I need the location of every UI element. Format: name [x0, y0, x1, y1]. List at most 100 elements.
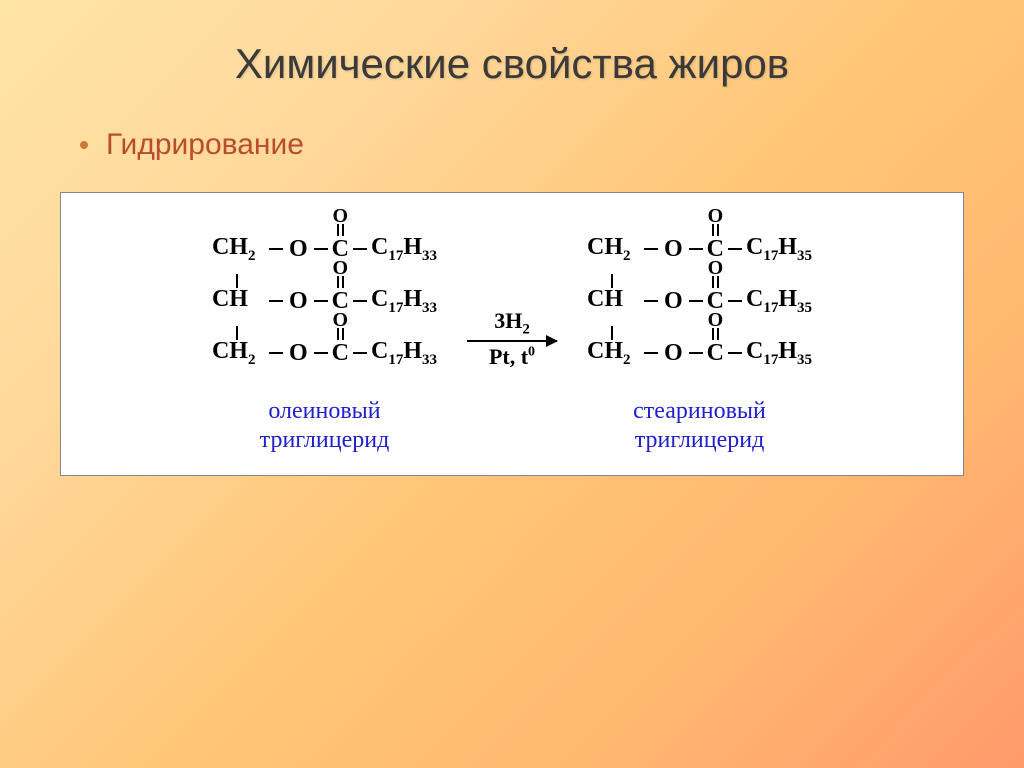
oxygen-atom: O — [664, 288, 683, 315]
bullet-row: Гидрирование — [80, 128, 974, 162]
mol-row: CH2 O O C C17H35 — [587, 223, 812, 275]
bond-icon — [269, 248, 283, 250]
tail-h: H — [403, 286, 422, 312]
backbone-ch2: CH2 — [212, 338, 267, 369]
tail-c-sub: 17 — [763, 247, 778, 263]
reactant-label: олеиновый триглицерид — [260, 397, 390, 455]
double-bond-icon — [712, 276, 719, 288]
backbone-ch2: CH2 — [587, 234, 642, 265]
vertical-bond-icon — [611, 326, 613, 340]
atom-sub: 2 — [623, 351, 631, 367]
tail-c: C — [746, 338, 763, 364]
tail-h-sub: 35 — [797, 247, 812, 263]
product-molecule: CH2 O O C C17H35 CH — [587, 223, 812, 455]
tail-c-sub: 17 — [388, 299, 403, 315]
bond-icon — [353, 352, 367, 354]
bond-icon — [314, 352, 328, 354]
reaction-arrow: 3H2 Pt, t0 — [467, 308, 557, 370]
reactant-molecule: CH2 O O C C17H33 CH — [212, 223, 437, 455]
tail-c-sub: 17 — [763, 351, 778, 367]
product-label: стеариновый триглицерид — [633, 397, 766, 455]
bond-icon — [728, 300, 742, 302]
tail-h-sub: 35 — [797, 351, 812, 367]
double-bond-icon — [712, 328, 719, 340]
atom-sub: 2 — [248, 247, 256, 263]
oxygen-atom: O — [664, 340, 683, 367]
tail-h: H — [778, 338, 797, 364]
bond-icon — [353, 248, 367, 250]
label-line: стеариновый — [633, 398, 766, 424]
slide-subtitle: Гидрирование — [106, 128, 304, 162]
tail-c: C — [371, 338, 388, 364]
mol-row: CH O O C C17H35 — [587, 275, 812, 327]
backbone-ch: CH — [212, 286, 267, 317]
tail-h: H — [403, 338, 422, 364]
bond-icon — [269, 300, 283, 302]
vertical-bond-icon — [236, 274, 238, 288]
bond-icon — [689, 300, 703, 302]
catalyst-sup: 0 — [528, 345, 535, 360]
tail-c: C — [371, 286, 388, 312]
tail-h-sub: 33 — [422, 247, 437, 263]
carbonyl-oxygen: O — [333, 210, 349, 222]
backbone-ch2: CH2 — [587, 338, 642, 369]
bond-icon — [644, 300, 658, 302]
backbone-ch: CH — [587, 286, 642, 317]
tail-h-sub: 35 — [797, 299, 812, 315]
atom-label: CH — [587, 286, 623, 312]
carbonyl-group: O C — [707, 340, 724, 367]
vertical-bond-icon — [236, 326, 238, 340]
double-bond-icon — [712, 224, 719, 236]
atom-label: CH — [212, 234, 248, 260]
label-line: триглицерид — [635, 427, 765, 453]
arrow-head-icon — [546, 335, 558, 347]
backbone-ch2: CH2 — [212, 234, 267, 265]
double-bond-icon — [337, 224, 344, 236]
tail-h-sub: 33 — [422, 299, 437, 315]
slide-container: Химические свойства жиров Гидрирование C… — [0, 0, 1024, 768]
mol-row: CH2 O O C C17H33 — [212, 327, 437, 379]
acyl-tail: C17H35 — [746, 338, 812, 369]
double-bond-icon — [337, 276, 344, 288]
acyl-tail: C17H33 — [371, 338, 437, 369]
vertical-bond-icon — [611, 274, 613, 288]
oxygen-atom: O — [289, 236, 308, 263]
tail-c-sub: 17 — [388, 351, 403, 367]
tail-c-sub: 17 — [388, 247, 403, 263]
carbonyl-oxygen: O — [333, 262, 349, 274]
bond-icon — [728, 248, 742, 250]
acyl-tail: C17H33 — [371, 286, 437, 317]
carbonyl-carbon: C — [707, 340, 724, 367]
label-line: триглицерид — [260, 427, 390, 453]
bullet-icon — [80, 141, 88, 149]
arrow-line-icon — [467, 340, 557, 342]
slide-title: Химические свойства жиров — [50, 40, 974, 88]
atom-sub: 2 — [248, 351, 256, 367]
bond-icon — [728, 352, 742, 354]
acyl-tail: C17H35 — [746, 286, 812, 317]
tail-h: H — [778, 234, 797, 260]
arrow-top-label: 3H2 — [494, 308, 530, 338]
bond-icon — [644, 352, 658, 354]
double-bond-icon — [337, 328, 344, 340]
oxygen-atom: O — [664, 236, 683, 263]
atom-label: CH — [212, 286, 248, 312]
tail-c-sub: 17 — [763, 299, 778, 315]
atom-label: CH — [587, 338, 623, 364]
reagent-sub: 2 — [522, 321, 530, 337]
oxygen-atom: O — [289, 340, 308, 367]
mol-row: CH2 O O C C17H35 — [587, 327, 812, 379]
arrow-bottom-label: Pt, t0 — [489, 344, 535, 370]
carbonyl-oxygen: O — [708, 262, 724, 274]
carbonyl-oxygen: O — [708, 314, 724, 326]
atom-label: CH — [587, 234, 623, 260]
bond-icon — [314, 300, 328, 302]
acyl-tail: C17H33 — [371, 234, 437, 265]
mol-row: CH2 O O C C17H33 — [212, 223, 437, 275]
bond-icon — [689, 248, 703, 250]
atom-sub: 2 — [623, 247, 631, 263]
label-line: олеиновый — [268, 398, 380, 424]
bond-icon — [689, 352, 703, 354]
tail-c: C — [371, 234, 388, 260]
tail-h: H — [778, 286, 797, 312]
